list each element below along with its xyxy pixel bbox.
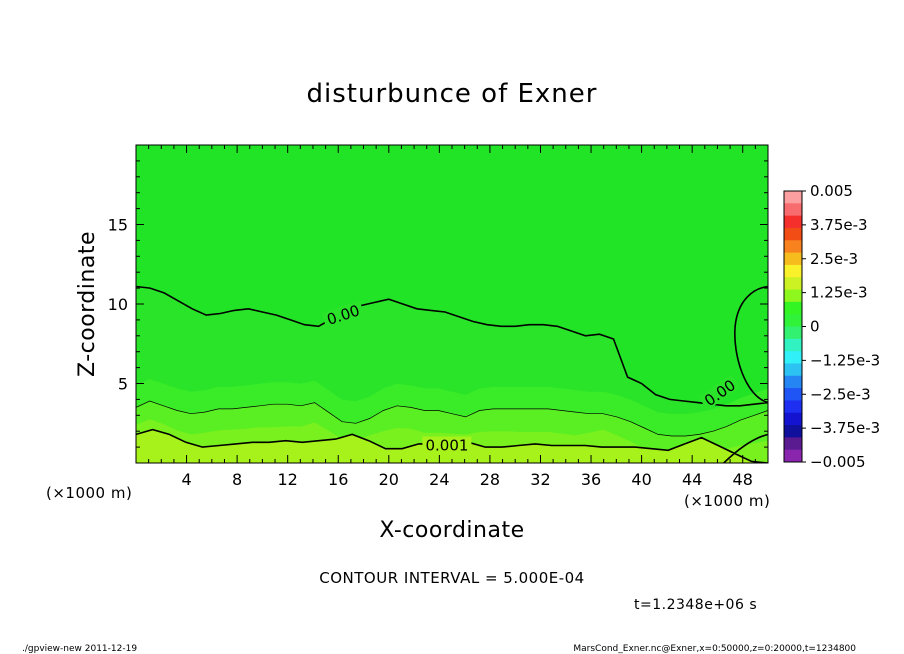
contour-fills	[136, 145, 768, 463]
x-tick-label: 28	[480, 470, 500, 489]
x-tick-label: 24	[429, 470, 449, 489]
footer-left: ./gpview-new 2011-12-19	[22, 644, 137, 654]
x-tick-label: 4	[181, 470, 191, 489]
colorbar-swatch	[784, 437, 802, 451]
colorbar-swatch	[784, 388, 802, 401]
footer-right: MarsCond_Exner.nc@Exner,x=0:50000,z=0:20…	[573, 644, 856, 654]
colorbar-label: 0.005	[810, 182, 853, 200]
chart-title: disturbunce of Exner	[307, 79, 598, 109]
colorbar-label: 1.25e-3	[810, 284, 868, 302]
x-tick-label: 16	[328, 470, 348, 489]
colorbar-swatch	[784, 412, 802, 426]
colorbar-label: −2.5e-3	[810, 385, 871, 403]
x-tick-label: 12	[278, 470, 298, 489]
colorbar-swatch	[784, 227, 802, 241]
y-tick-label: 15	[108, 216, 128, 235]
colorbar-swatch	[784, 375, 802, 389]
y-tick-label: 10	[108, 295, 128, 314]
contour-zero	[136, 285, 768, 407]
colorbar-swatch	[784, 449, 802, 463]
colorbar-swatch	[784, 191, 802, 204]
y-axis-ticks: 5 10 15	[108, 144, 768, 464]
colorbar-label: −3.75e-3	[810, 419, 880, 437]
colorbar-label: −1.25e-3	[810, 351, 880, 369]
colorbar-swatch	[784, 203, 802, 217]
colorbar-swatch	[784, 264, 802, 278]
x-unit-right: (×1000 m)	[684, 492, 770, 510]
contour-label-background	[321, 300, 365, 328]
colorbar-swatch	[784, 314, 802, 327]
y-tick-label: 5	[118, 375, 128, 394]
contour-interval-text: CONTOUR INTERVAL = 5.000E-04	[319, 569, 584, 587]
colorbar-swatch	[784, 252, 802, 266]
time-text: t=1.2348e+06 s	[634, 597, 757, 613]
x-tick-label: 36	[581, 470, 601, 489]
contour-label-background	[422, 436, 472, 453]
contour-label-text: 0.001	[425, 437, 468, 455]
colorbar-label: −0.005	[810, 453, 866, 471]
x-axis-label: X-coordinate	[379, 518, 524, 543]
colorbar: 0.005 3.75e-3 2.5e-3 1.25e-3 0 −1.25e-3 −2.5e-…	[783, 182, 880, 471]
x-tick-label: 44	[682, 470, 702, 489]
colorbar-label: 2.5e-3	[810, 250, 858, 268]
x-tick-label: 48	[733, 470, 753, 489]
colorbar-swatch	[784, 215, 802, 229]
contour-half-milli	[136, 400, 768, 437]
y-axis-label: Z-coordinate	[75, 231, 100, 377]
colorbar-swatch	[784, 301, 802, 315]
colorbar-swatch	[784, 338, 802, 352]
contour-label: 0.001	[422, 436, 472, 455]
x-axis-ticks: 4 8 12 16 20 24 28 32 36 40 44 48	[135, 145, 769, 489]
colorbar-swatch	[784, 351, 802, 364]
x-tick-label: 8	[232, 470, 242, 489]
colorbar-swatch	[784, 277, 802, 291]
colorbar-swatch	[784, 400, 802, 414]
x-unit-left: (×1000 m)	[46, 484, 132, 502]
x-tick-label: 32	[530, 470, 550, 489]
colorbar-label: 0	[810, 318, 820, 336]
colorbar-swatch	[784, 240, 802, 254]
colorbar-swatch	[784, 289, 802, 303]
x-tick-label: 20	[379, 470, 399, 489]
colorbar-swatch	[784, 425, 802, 438]
colorbar-swatch	[784, 326, 802, 340]
contour-label-background	[698, 374, 741, 411]
colorbar-swatch	[784, 363, 802, 377]
colorbar-label: 3.75e-3	[810, 216, 868, 234]
x-tick-label: 40	[631, 470, 651, 489]
